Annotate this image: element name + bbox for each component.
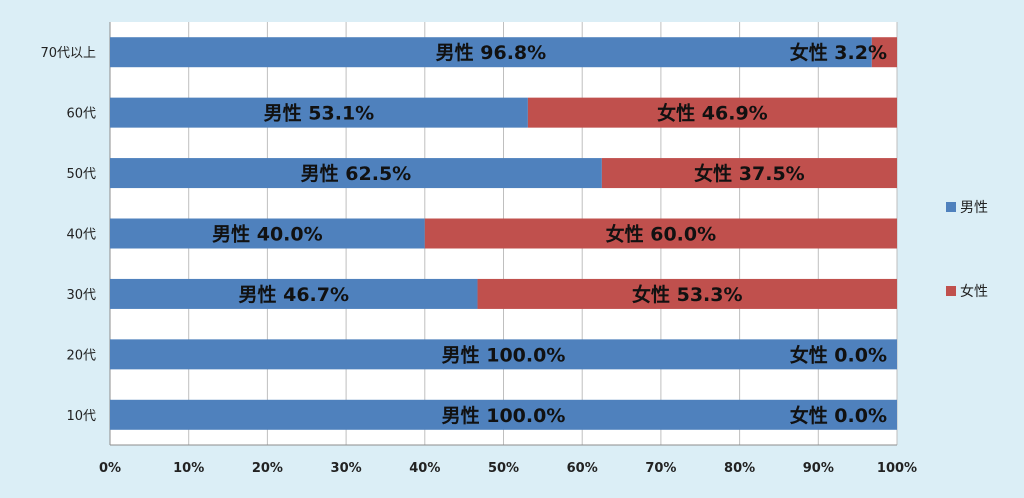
data-label-male: 男性 53.1% <box>264 102 375 125</box>
bar-segment-female <box>424 218 897 249</box>
legend-swatch-female <box>946 286 956 296</box>
x-tick-label: 20% <box>252 461 283 476</box>
data-label-male: 男性 100.0% <box>442 343 566 366</box>
bar-segment-male <box>110 399 897 430</box>
legend-swatch-male <box>946 202 956 212</box>
category-label: 30代 <box>66 288 96 303</box>
category-label: 70代以上 <box>40 46 96 61</box>
legend-label: 男性 <box>960 200 988 216</box>
bar-segment-male <box>110 278 478 309</box>
x-tick-label: 100% <box>877 461 917 476</box>
x-tick-label: 70% <box>645 461 676 476</box>
x-tick-label: 50% <box>488 461 519 476</box>
bar-segment-female <box>871 37 897 68</box>
data-label-female: 女性 53.3% <box>632 283 743 306</box>
data-label-male: 男性 46.7% <box>238 283 349 306</box>
category-label: 40代 <box>66 228 96 243</box>
data-label-female: 女性 3.2% <box>790 41 887 64</box>
x-tick-label: 80% <box>724 461 755 476</box>
x-tick-label: 90% <box>803 461 834 476</box>
data-label-male: 男性 40.0% <box>212 223 323 246</box>
data-label-female: 女性 60.0% <box>606 223 717 246</box>
bar-segment-female <box>477 278 897 309</box>
category-label: 60代 <box>66 107 96 122</box>
bar-segment-female <box>527 97 897 128</box>
x-tick-label: 10% <box>173 461 204 476</box>
data-label-male: 男性 100.0% <box>442 404 566 427</box>
bar-segment-male <box>110 339 897 370</box>
data-label-female: 女性 0.0% <box>790 343 887 366</box>
data-label-female: 女性 0.0% <box>790 404 887 427</box>
x-tick-label: 30% <box>331 461 362 476</box>
data-label-male: 男性 96.8% <box>436 41 547 64</box>
x-tick-label: 0% <box>99 461 121 476</box>
bar-segment-female <box>601 158 897 189</box>
bar-segment-male <box>110 97 528 128</box>
x-tick-label: 40% <box>409 461 440 476</box>
category-label: 10代 <box>66 409 96 424</box>
bar-segment-male <box>110 37 872 68</box>
category-label: 20代 <box>66 348 96 363</box>
bar-segment-male <box>110 158 602 189</box>
data-label-male: 男性 62.5% <box>301 162 412 185</box>
bar-segment-male <box>110 218 425 249</box>
data-label-female: 女性 46.9% <box>657 102 768 125</box>
x-tick-label: 60% <box>567 461 598 476</box>
legend-label: 女性 <box>960 283 988 300</box>
category-label: 50代 <box>66 167 96 182</box>
data-label-female: 女性 37.5% <box>694 162 805 185</box>
